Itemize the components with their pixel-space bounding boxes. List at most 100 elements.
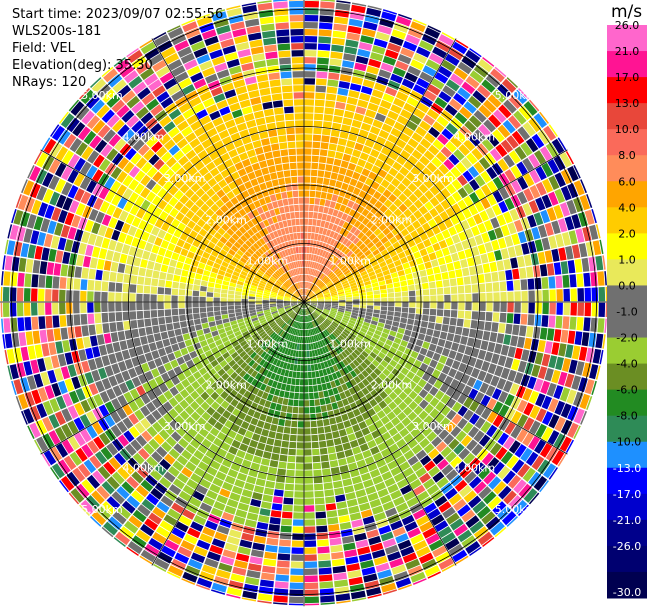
ray-gate [450,310,458,318]
ray-gate [314,270,318,277]
ray-gate [146,334,155,344]
ray-gate [352,309,359,314]
ray-gate [364,280,371,286]
ray-gate [275,281,282,287]
ray-gate [264,345,271,353]
ray-gate [164,309,172,317]
ray-gate [236,145,246,155]
ray-gate [234,253,242,260]
ray-gate [218,179,228,189]
ray-gate [299,297,303,301]
ray-gate [354,430,364,439]
ray-gate [367,187,376,196]
ray-gate [165,156,177,168]
ray-gate [134,409,145,421]
ray-gate [195,396,205,406]
ray-gate [249,156,259,165]
ray-gate [357,381,366,390]
ray-gate [244,181,253,190]
ray-gate [366,212,374,220]
ray-gate [310,420,317,428]
ray-gate [44,356,53,371]
ray-gate [340,277,347,283]
ray-gate [565,245,574,260]
ray-gate [111,194,122,206]
ray-gate [571,214,581,229]
ray-gate [236,472,248,482]
ray-gate [492,282,500,292]
ray-gate [463,276,471,285]
ray-gate [98,248,108,260]
ray-gate [222,244,230,253]
ray-gate [25,331,34,346]
ray-gate [591,380,597,395]
ray-gate [198,262,206,270]
ray-gate [363,358,372,366]
ray-gate [283,302,290,305]
ray-gate [140,67,155,81]
ray-gate [304,14,319,22]
ray-gate [461,55,477,69]
ray-gate [114,452,127,466]
ray-gate [304,78,316,85]
ray-gate [411,149,423,160]
ray-gate [126,495,140,509]
ray-gate [498,485,512,500]
ray-gate [129,204,140,216]
ray-gate [504,169,516,183]
ray-gate [256,356,263,364]
ray-gate [244,251,252,258]
ray-gate [410,166,421,177]
ray-gate [180,347,189,356]
ray-gate [259,375,266,383]
ray-gate [330,380,337,388]
ray-gate [133,257,142,267]
ray-gate [164,539,180,552]
ray-gate [426,431,438,442]
ray-gate [240,257,248,264]
ray-gate [265,326,272,333]
ray-gate [473,161,485,174]
ray-gate [86,165,98,179]
ray-gate [131,55,147,69]
ray-gate [358,267,366,274]
ray-gate [229,316,237,322]
ray-gate [487,457,500,471]
ray-gate [287,455,296,463]
ray-gate [306,301,311,302]
ray-gate [216,99,228,110]
ray-gate [304,204,309,211]
ray-gate [171,558,187,571]
ray-gate [211,582,227,593]
ray-gate [165,280,173,288]
ray-gate [67,364,77,378]
ray-gate [357,231,365,240]
ray-gate [551,220,561,235]
ray-gate [343,269,351,276]
ray-gate [307,364,312,372]
ray-gate [206,466,218,477]
ray-gate [306,350,310,358]
ray-gate [392,321,400,327]
ray-gate [322,310,329,315]
ray-gate [387,110,399,121]
ray-gate [158,279,166,287]
ray-gate [490,521,505,536]
ray-gate [518,88,529,100]
ray-gate [479,382,489,394]
ray-gate [344,46,358,55]
ray-gate [141,430,153,442]
ray-gate [352,408,361,417]
ray-gate [448,438,460,450]
ray-gate [445,171,456,183]
ray-gate [335,494,346,503]
ray-gate [304,547,317,554]
ray-gate [368,171,377,181]
ray-gate [429,308,437,316]
ray-gate [379,314,387,320]
ray-gate [317,298,325,301]
ray-gate [374,219,383,228]
ray-gate [565,151,574,165]
ray-gate [264,400,272,408]
ray-gate [345,294,353,298]
